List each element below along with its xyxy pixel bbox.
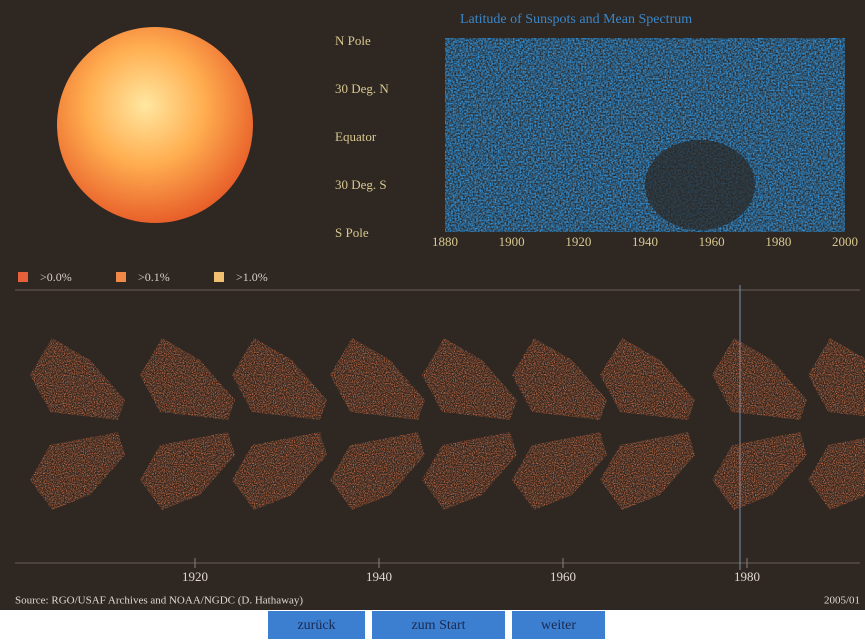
legend-swatch <box>214 272 224 282</box>
plot-gap <box>645 140 755 230</box>
screen: Latitude of Sunspots and Mean Spectrum N… <box>0 0 865 639</box>
y-label: Equator <box>335 129 377 144</box>
x-label: 1980 <box>765 234 791 249</box>
nav-button[interactable]: weiter <box>512 611 605 639</box>
sun-image <box>57 27 253 223</box>
x-label: 1940 <box>632 234 658 249</box>
source-text: Source: RGO/USAF Archives and NOAA/NGDC … <box>15 595 303 607</box>
timeline-label: 1940 <box>366 569 392 584</box>
timeline-label: 1960 <box>550 569 576 584</box>
nav-button[interactable]: zurück <box>268 611 365 639</box>
page: Latitude of Sunspots and Mean Spectrum N… <box>0 0 865 639</box>
y-label: S Pole <box>335 225 369 240</box>
legend-label: >0.0% <box>40 270 72 284</box>
legend-label: >0.1% <box>138 270 170 284</box>
legend-label: >1.0% <box>236 270 268 284</box>
y-label: N Pole <box>335 33 371 48</box>
nav-button[interactable]: zum Start <box>372 611 505 639</box>
legend-swatch <box>116 272 126 282</box>
timeline-label: 1980 <box>734 569 760 584</box>
navigation: zurück zum Start weiter <box>268 611 605 639</box>
button-label: zum Start <box>411 618 465 633</box>
x-label: 1960 <box>699 234 725 249</box>
x-label: 1920 <box>565 234 591 249</box>
timeline-label: 1920 <box>182 569 208 584</box>
x-label: 2000 <box>832 234 858 249</box>
date-text: 2005/01 <box>824 595 860 607</box>
plot-title: Latitude of Sunspots and Mean Spectrum <box>460 12 692 27</box>
button-label: zurück <box>297 618 335 633</box>
y-label: 30 Deg. N <box>335 81 389 96</box>
button-label: weiter <box>541 618 576 633</box>
plot-speckle <box>445 38 845 232</box>
x-label: 1900 <box>499 234 525 249</box>
legend-swatch <box>18 272 28 282</box>
y-label: 30 Deg. S <box>335 177 387 192</box>
x-label: 1880 <box>432 234 458 249</box>
